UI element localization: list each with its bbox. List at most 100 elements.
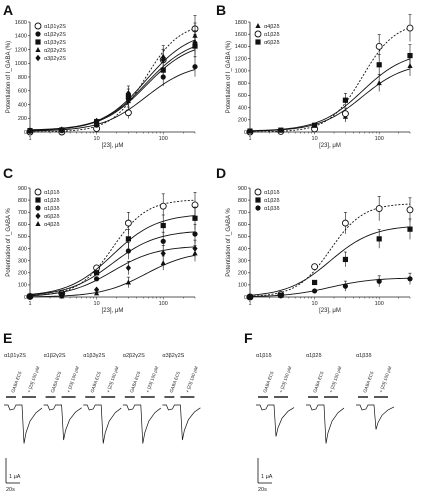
scale-time-label: 20s bbox=[258, 487, 267, 493]
data-point-3 bbox=[125, 279, 131, 285]
x-tick-label: 10 bbox=[312, 301, 318, 307]
legend-entry-4: α4β2δ bbox=[44, 222, 60, 228]
y-tick-label: 900 bbox=[18, 186, 27, 192]
fit-curve-1 bbox=[29, 69, 196, 132]
data-point-4 bbox=[376, 62, 382, 68]
y-tick-label: 0 bbox=[244, 130, 247, 136]
data-point-4 bbox=[160, 56, 166, 64]
data-point-4 bbox=[160, 238, 166, 244]
y-tick-label: 600 bbox=[18, 222, 27, 228]
gaba-bar-label: GABA EC5 bbox=[262, 370, 274, 393]
data-point-5 bbox=[192, 39, 198, 46]
series-4 bbox=[27, 245, 198, 299]
series-2 bbox=[247, 272, 413, 300]
data-point-3 bbox=[125, 90, 131, 97]
y-tick-label: 1200 bbox=[235, 56, 247, 62]
y-tick-label: 300 bbox=[238, 258, 247, 264]
data-point-5 bbox=[406, 206, 414, 214]
x-axis-label: [23], μM bbox=[319, 308, 341, 314]
y-tick-label: 400 bbox=[238, 246, 247, 252]
data-point-2 bbox=[94, 290, 100, 296]
chart-panel-b: 0 200 400 600 800 1000 1200 1400 1600 1800 1 10 100 [… bbox=[226, 14, 414, 149]
trace-condition-label: α3β2γ2S bbox=[162, 353, 184, 359]
x-tick-label: 10 bbox=[94, 301, 100, 307]
data-point-5 bbox=[407, 226, 413, 232]
data-point-4 bbox=[160, 260, 166, 266]
y-tick-label: 1600 bbox=[235, 32, 247, 38]
panel-letter-a: A bbox=[3, 2, 13, 18]
compound-bar-label: + [23] 100 μM bbox=[26, 365, 40, 393]
y-tick-label: 600 bbox=[238, 93, 247, 99]
data-point-3 bbox=[342, 97, 349, 103]
current-trace bbox=[356, 404, 395, 430]
data-point-4 bbox=[160, 250, 166, 257]
y-tick-label: 1000 bbox=[235, 69, 247, 75]
y-tick-label: 200 bbox=[238, 271, 247, 277]
series-2 bbox=[27, 223, 198, 299]
x-tick-label: 100 bbox=[159, 301, 168, 307]
data-point-legend-2 bbox=[255, 205, 261, 211]
data-point-2 bbox=[311, 279, 318, 286]
chart-panel-a: 0 200 400 600 800 1000 1200 1400 1600 1 10 100 [23],… bbox=[6, 15, 199, 149]
data-point-legend-4 bbox=[35, 221, 41, 226]
data-point-3 bbox=[342, 283, 349, 289]
legend-entry-3: α2β2γ2S bbox=[44, 48, 66, 54]
data-point-4 bbox=[376, 278, 382, 284]
y-tick-label: 200 bbox=[18, 116, 27, 122]
series-4 bbox=[27, 30, 198, 134]
data-point-legend-1 bbox=[35, 197, 41, 203]
scale-time-label: 20s bbox=[6, 487, 15, 493]
y-tick-label: 700 bbox=[18, 210, 27, 216]
data-point-2 bbox=[94, 286, 100, 293]
fit-curve-4 bbox=[29, 46, 196, 131]
compound-bar-label: + [23] 100 μM bbox=[105, 365, 119, 393]
x-tick-label: 100 bbox=[375, 301, 384, 307]
y-axis-label: Potentiation of I_GABA % bbox=[226, 208, 232, 277]
current-trace bbox=[256, 404, 295, 437]
y-tick-label: 900 bbox=[238, 186, 247, 192]
data-point-3 bbox=[125, 248, 131, 254]
compound-bar-label: + [23] 100 μM bbox=[328, 365, 342, 393]
trace-condition-label: α1β3γ2S bbox=[83, 353, 105, 359]
trace-condition-label: α1β2γ2S bbox=[44, 353, 66, 359]
legend-entry-4: α3β2γ2S bbox=[44, 56, 66, 62]
y-tick-label: 800 bbox=[238, 198, 247, 204]
compound-bar-label: + [23] 100 μM bbox=[378, 365, 392, 393]
gaba-bar-label: GABA EC5 bbox=[50, 370, 62, 393]
panel-letter-d: D bbox=[216, 165, 226, 181]
data-point-legend-3 bbox=[35, 212, 41, 220]
data-point-0 bbox=[247, 294, 253, 300]
legend-entry-0: α1β1δ bbox=[264, 190, 280, 196]
y-tick-label: 0 bbox=[24, 295, 27, 301]
data-point-4 bbox=[376, 80, 382, 86]
data-point-4 bbox=[376, 236, 382, 242]
current-trace bbox=[83, 404, 122, 444]
legend-entry-2: α1β3δ bbox=[264, 206, 280, 212]
y-tick-label: 400 bbox=[18, 246, 27, 252]
data-point-5 bbox=[192, 215, 198, 221]
legend-entry-0: α1β1γ2S bbox=[44, 24, 66, 30]
series-2 bbox=[247, 44, 413, 134]
legend-entry-0: α4β2δ bbox=[264, 24, 280, 30]
trace-condition-label: α1β3δ bbox=[356, 353, 372, 359]
legend-entry-0: α1β1δ bbox=[44, 190, 60, 196]
y-tick-label: 100 bbox=[238, 283, 247, 289]
data-point-4 bbox=[159, 202, 167, 210]
data-point-0 bbox=[247, 128, 253, 134]
y-tick-label: 400 bbox=[18, 102, 27, 108]
x-tick-label: 1 bbox=[248, 301, 251, 307]
y-tick-label: 1000 bbox=[15, 61, 27, 67]
legend-entry-2: α1β3δ bbox=[44, 206, 60, 212]
legend: α1β1δ α1β2δ α1β3δ bbox=[254, 188, 280, 212]
series-1 bbox=[27, 206, 198, 299]
y-tick-label: 800 bbox=[238, 81, 247, 87]
panel-letter-b: B bbox=[216, 2, 226, 18]
legend: α1β1γ2S α1β2γ2S α1β3γ2S α2β2γ2S α3β2γ2S bbox=[34, 22, 66, 62]
x-tick-label: 10 bbox=[312, 136, 318, 142]
fit-curve-2 bbox=[249, 277, 411, 297]
data-point-legend-0 bbox=[34, 188, 42, 196]
data-point-3 bbox=[341, 219, 349, 227]
data-point-1 bbox=[278, 293, 284, 299]
